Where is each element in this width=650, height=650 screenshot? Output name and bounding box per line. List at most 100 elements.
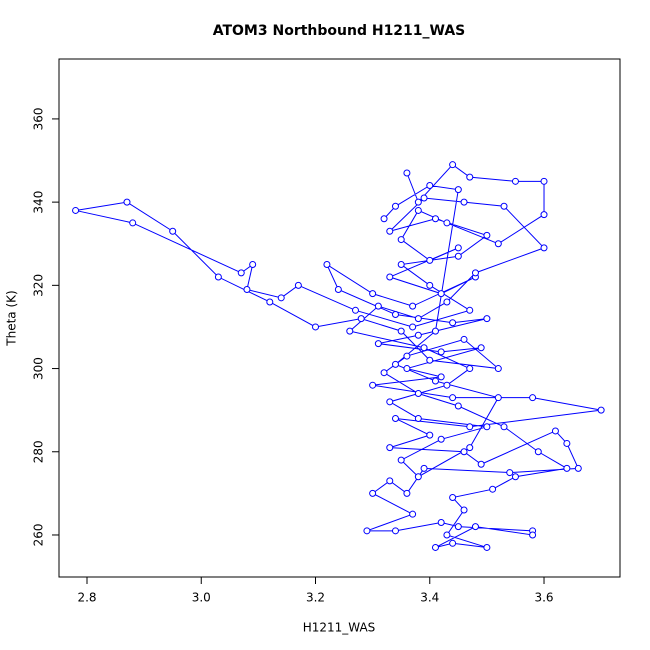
- data-point: [420, 344, 428, 352]
- data-point: [369, 381, 377, 389]
- data-point: [363, 527, 371, 535]
- data-point: [466, 423, 474, 431]
- data-point: [529, 531, 537, 539]
- data-point: [374, 340, 382, 348]
- x-tick-label: 3.2: [306, 591, 325, 605]
- data-point: [460, 335, 468, 343]
- x-tick-label: 2.8: [77, 591, 96, 605]
- data-point: [597, 406, 605, 414]
- data-point: [277, 294, 285, 302]
- data-point: [449, 394, 457, 402]
- data-point: [506, 469, 514, 477]
- data-point: [511, 473, 519, 481]
- data-point: [72, 206, 80, 214]
- data-point: [414, 390, 422, 398]
- y-tick-label: 360: [32, 107, 46, 130]
- data-point: [437, 373, 445, 381]
- data-point: [169, 227, 177, 235]
- data-point: [534, 448, 542, 456]
- data-point: [294, 281, 302, 289]
- data-point: [477, 344, 485, 352]
- data-point: [386, 227, 394, 235]
- data-point: [466, 173, 474, 181]
- data-point: [540, 177, 548, 185]
- data-point: [483, 543, 491, 551]
- data-point: [494, 365, 502, 373]
- data-point: [391, 414, 399, 422]
- data-point: [403, 489, 411, 497]
- data-point: [437, 435, 445, 443]
- data-point: [420, 464, 428, 472]
- data-point: [369, 290, 377, 298]
- x-tick-label: 3.0: [192, 591, 211, 605]
- data-point: [494, 240, 502, 248]
- data-point: [391, 360, 399, 368]
- data-point: [346, 327, 354, 335]
- data-point: [323, 261, 331, 269]
- data-point: [431, 543, 439, 551]
- plot-frame: [58, 58, 621, 578]
- data-point: [460, 448, 468, 456]
- data-point: [431, 377, 439, 385]
- data-point: [437, 348, 445, 356]
- y-tick-label: 260: [32, 524, 46, 547]
- data-point: [563, 464, 571, 472]
- data-point: [500, 423, 508, 431]
- data-point: [483, 315, 491, 323]
- data-point: [414, 315, 422, 323]
- data-point: [391, 202, 399, 210]
- data-point: [431, 215, 439, 223]
- data-point: [471, 523, 479, 531]
- data-point: [214, 273, 222, 281]
- data-point: [420, 194, 428, 202]
- data-point: [540, 244, 548, 252]
- data-point: [403, 365, 411, 373]
- data-point: [454, 186, 462, 194]
- data-point: [460, 198, 468, 206]
- data-point: [574, 464, 582, 472]
- data-point: [414, 473, 422, 481]
- x-axis-label: H1211_WAS: [303, 621, 376, 635]
- data-point: [449, 161, 457, 169]
- data-point: [529, 394, 537, 402]
- data-point: [443, 381, 451, 389]
- y-tick-label: 340: [32, 191, 46, 214]
- data-point: [466, 444, 474, 452]
- data-point: [351, 306, 359, 314]
- data-point: [380, 215, 388, 223]
- data-point: [426, 281, 434, 289]
- data-point: [357, 315, 365, 323]
- data-point: [414, 198, 422, 206]
- data-point: [500, 202, 508, 210]
- data-point: [511, 177, 519, 185]
- data-point: [237, 269, 245, 277]
- data-point: [409, 510, 417, 518]
- data-point: [489, 485, 497, 493]
- data-point: [443, 531, 451, 539]
- data-point: [454, 523, 462, 531]
- data-point: [454, 244, 462, 252]
- data-point: [454, 252, 462, 260]
- y-tick-label: 300: [32, 357, 46, 380]
- data-point: [409, 302, 417, 310]
- data-point: [483, 423, 491, 431]
- data-point: [266, 298, 274, 306]
- data-point: [443, 298, 451, 306]
- data-point: [391, 310, 399, 318]
- x-tick-label: 3.6: [534, 591, 553, 605]
- data-point: [437, 518, 445, 526]
- data-point: [397, 261, 405, 269]
- data-line: [75, 164, 602, 548]
- data-point: [369, 489, 377, 497]
- data-point: [466, 365, 474, 373]
- y-axis-label: Theta (K): [5, 290, 19, 346]
- y-tick-label: 320: [32, 274, 46, 297]
- data-point: [386, 477, 394, 485]
- data-point: [437, 290, 445, 298]
- data-point: [414, 414, 422, 422]
- y-tick-label: 280: [32, 440, 46, 463]
- data-point: [334, 285, 342, 293]
- data-point: [426, 181, 434, 189]
- x-tick-label: 3.4: [420, 591, 439, 605]
